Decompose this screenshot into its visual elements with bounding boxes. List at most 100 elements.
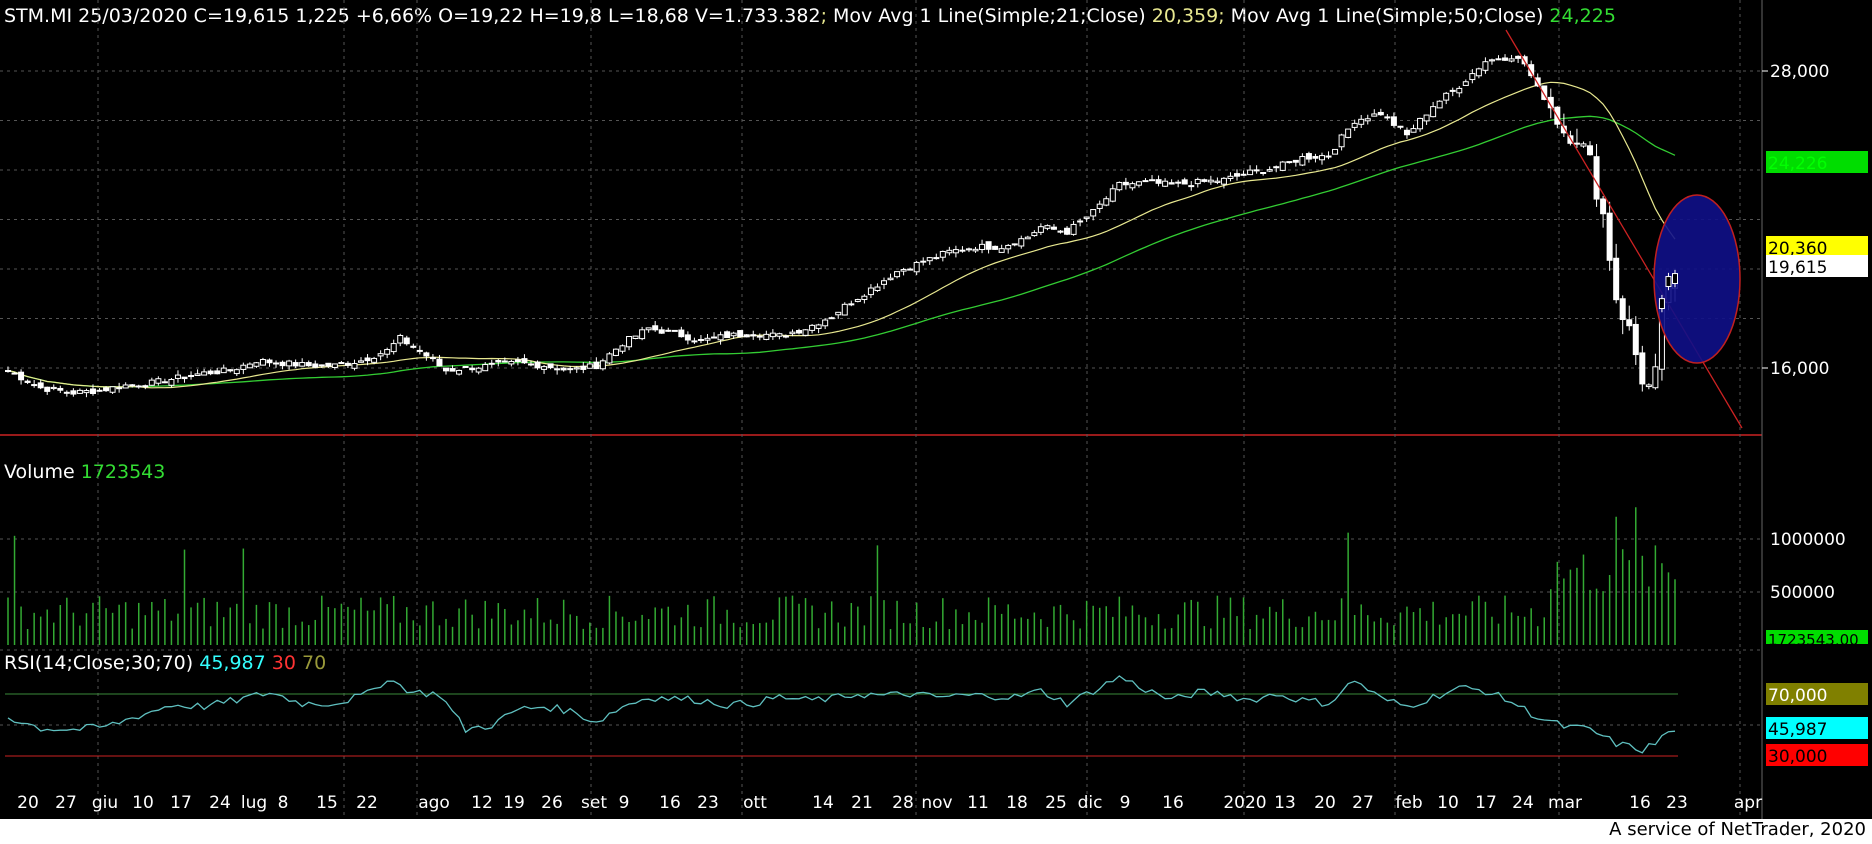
candle-body <box>560 367 567 371</box>
candle-body <box>671 329 678 332</box>
candle-body <box>979 243 986 251</box>
x-tick-label: 23 <box>1666 793 1688 813</box>
candle-body <box>1652 366 1659 389</box>
candle-body <box>1423 114 1430 122</box>
x-tick-label: 8 <box>278 793 289 813</box>
candle-body <box>580 365 587 370</box>
candle-body <box>1129 183 1136 189</box>
rsi-header: RSI(14;Close;30;70) 45,987 30 70 <box>4 652 326 674</box>
candle-body <box>907 268 914 271</box>
candle-body <box>161 381 168 384</box>
candle-body <box>1508 58 1515 62</box>
candle-body <box>273 362 280 365</box>
x-tick-label: ago <box>418 793 450 813</box>
candle-body <box>1247 169 1254 176</box>
candle-body <box>541 366 548 370</box>
x-tick-label: 12 <box>471 793 493 813</box>
candle-body <box>939 250 946 258</box>
header-sep1: ; <box>820 5 827 27</box>
candle-body <box>828 317 835 320</box>
candle-body <box>299 362 306 367</box>
candle-body <box>227 369 234 372</box>
volume-tag-label: 1723543,00 <box>1768 631 1859 649</box>
candle-body <box>534 361 541 369</box>
candle-body <box>1332 148 1339 155</box>
candle-body <box>1175 181 1182 184</box>
ma50-label: Mov Avg 1 Line(Simple;50;Close) <box>1224 5 1544 27</box>
candle-body <box>266 359 273 364</box>
candle-body <box>135 385 142 388</box>
candle-body <box>122 384 129 389</box>
candle-body <box>495 360 502 363</box>
candle-body <box>639 329 646 340</box>
x-tick-label: 24 <box>209 793 231 813</box>
x-tick-label: 14 <box>812 793 834 813</box>
x-tick-label: set <box>581 793 607 813</box>
candle-body <box>952 249 959 254</box>
x-tick-label: 16 <box>1162 793 1184 813</box>
candle-body <box>18 371 25 381</box>
candle-body <box>1057 230 1064 233</box>
rsi-pane <box>5 675 1678 757</box>
candle-body <box>1515 55 1522 59</box>
x-tick-label: 13 <box>1274 793 1296 813</box>
candle-body <box>1064 227 1071 235</box>
x-tick-label: dic <box>1078 793 1103 813</box>
candle-body <box>527 363 534 366</box>
candle-body <box>1253 169 1260 172</box>
candle-body <box>1410 128 1417 133</box>
candle-body <box>233 369 240 375</box>
candle-body <box>1155 179 1162 184</box>
candle-body <box>423 352 430 357</box>
candle-body <box>1580 143 1587 147</box>
candle-body <box>1070 223 1077 235</box>
x-tick-label: 2020 <box>1223 793 1266 813</box>
candle-body <box>1364 118 1371 122</box>
candle-body <box>645 327 652 331</box>
x-tick-label: feb <box>1395 793 1422 813</box>
rsi-tag-label: 30,000 <box>1768 747 1827 767</box>
x-tick-label: giu <box>92 793 118 813</box>
candle-body <box>1031 232 1038 237</box>
candle-body <box>344 362 351 366</box>
candle-body <box>1573 142 1580 145</box>
candle-body <box>1534 77 1541 87</box>
candle-body <box>1528 64 1535 77</box>
candle-body <box>1234 173 1241 177</box>
candle-body <box>89 388 96 395</box>
x-tick-label: 17 <box>1475 793 1497 813</box>
candle-body <box>1495 58 1502 61</box>
volume-tick: 1000000 <box>1770 530 1846 550</box>
candle-body <box>1417 117 1424 130</box>
candle-body <box>1050 226 1057 230</box>
candle-body <box>1632 323 1639 356</box>
candle-body <box>1135 181 1142 186</box>
candle-body <box>1273 166 1280 169</box>
candle-body <box>1325 155 1332 158</box>
x-tick-label: mar <box>1548 793 1582 813</box>
candle-body <box>1181 179 1188 185</box>
candle-body <box>619 345 626 352</box>
candle-body <box>449 368 456 372</box>
volume-tag-bg <box>1766 630 1868 644</box>
candle-body <box>201 371 208 376</box>
header-prefix: STM.MI 25/03/2020 C=19,615 1,225 +6,66% … <box>4 5 821 27</box>
candle-body <box>168 378 175 386</box>
candle-body <box>1299 156 1306 166</box>
candle-body <box>776 333 783 337</box>
candle-body <box>547 363 554 369</box>
candle-body <box>1220 177 1227 185</box>
candle-body <box>1207 179 1214 183</box>
candle-body <box>1312 156 1319 159</box>
candle-body <box>338 362 345 365</box>
candle-body <box>358 360 365 363</box>
candle-body <box>501 360 508 363</box>
candle-body <box>1077 220 1084 223</box>
ma21-label: Mov Avg 1 Line(Simple;21;Close) <box>826 5 1146 27</box>
candle-body <box>750 334 757 337</box>
candle-body <box>743 334 750 338</box>
price-tick: 28,000 <box>1770 62 1829 82</box>
candle-body <box>384 349 391 355</box>
candle-body <box>220 367 227 374</box>
